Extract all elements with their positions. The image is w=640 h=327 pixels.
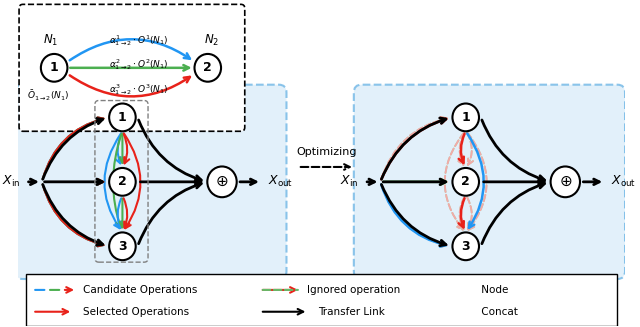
- Circle shape: [207, 166, 237, 197]
- Text: Optimizing: Optimizing: [296, 147, 356, 157]
- Bar: [26, 274, 618, 326]
- Text: $\alpha^2_{1\to2}\cdot O^2(N_1)$: $\alpha^2_{1\to2}\cdot O^2(N_1)$: [109, 57, 168, 72]
- Text: $\oplus$: $\oplus$: [559, 174, 572, 189]
- Circle shape: [109, 232, 136, 260]
- FancyBboxPatch shape: [15, 85, 287, 279]
- Text: $N_1$: $N_1$: [43, 32, 58, 48]
- Text: 1: 1: [118, 111, 127, 124]
- FancyBboxPatch shape: [354, 85, 625, 279]
- Text: $\alpha^3_{1\to2}\cdot O^3(N_1)$: $\alpha^3_{1\to2}\cdot O^3(N_1)$: [109, 82, 168, 97]
- Circle shape: [452, 232, 479, 260]
- Text: 1: 1: [462, 285, 469, 295]
- Text: $X_{\mathrm{in}}$: $X_{\mathrm{in}}$: [340, 174, 358, 189]
- Text: $X_{\mathrm{in}}$: $X_{\mathrm{in}}$: [2, 174, 20, 189]
- Text: 1: 1: [50, 61, 58, 74]
- FancyBboxPatch shape: [19, 4, 244, 131]
- Circle shape: [195, 54, 221, 82]
- Text: 2: 2: [204, 61, 212, 74]
- Text: $\bar{O}_{1\to2}(N_1)$: $\bar{O}_{1\to2}(N_1)$: [28, 88, 70, 103]
- Text: $\oplus$: $\oplus$: [215, 174, 228, 189]
- Text: Node: Node: [478, 285, 508, 295]
- Circle shape: [109, 104, 136, 131]
- Text: 3: 3: [461, 240, 470, 253]
- Circle shape: [41, 54, 67, 82]
- Text: $N_2$: $N_2$: [204, 32, 219, 48]
- Circle shape: [457, 303, 474, 321]
- Text: $X_{\mathrm{out}}$: $X_{\mathrm{out}}$: [268, 174, 292, 189]
- Text: 1: 1: [461, 111, 470, 124]
- Circle shape: [550, 166, 580, 197]
- Circle shape: [457, 281, 474, 299]
- Text: Selected Operations: Selected Operations: [83, 307, 189, 317]
- Text: Transfer Link: Transfer Link: [318, 307, 385, 317]
- Text: 2: 2: [461, 175, 470, 188]
- Circle shape: [452, 168, 479, 196]
- Text: $\oplus$: $\oplus$: [459, 304, 472, 319]
- Text: 2: 2: [118, 175, 127, 188]
- Text: Concat: Concat: [478, 307, 518, 317]
- Circle shape: [452, 104, 479, 131]
- Text: (a): (a): [138, 280, 155, 292]
- Text: (b): (b): [481, 280, 499, 292]
- Text: 3: 3: [118, 240, 127, 253]
- Circle shape: [109, 168, 136, 196]
- Text: $\alpha^1_{1\to2}\cdot O^1(N_1)$: $\alpha^1_{1\to2}\cdot O^1(N_1)$: [109, 33, 168, 47]
- Text: $X_{\mathrm{out}}$: $X_{\mathrm{out}}$: [611, 174, 636, 189]
- Text: Candidate Operations: Candidate Operations: [83, 285, 197, 295]
- Text: Ignored operation: Ignored operation: [307, 285, 401, 295]
